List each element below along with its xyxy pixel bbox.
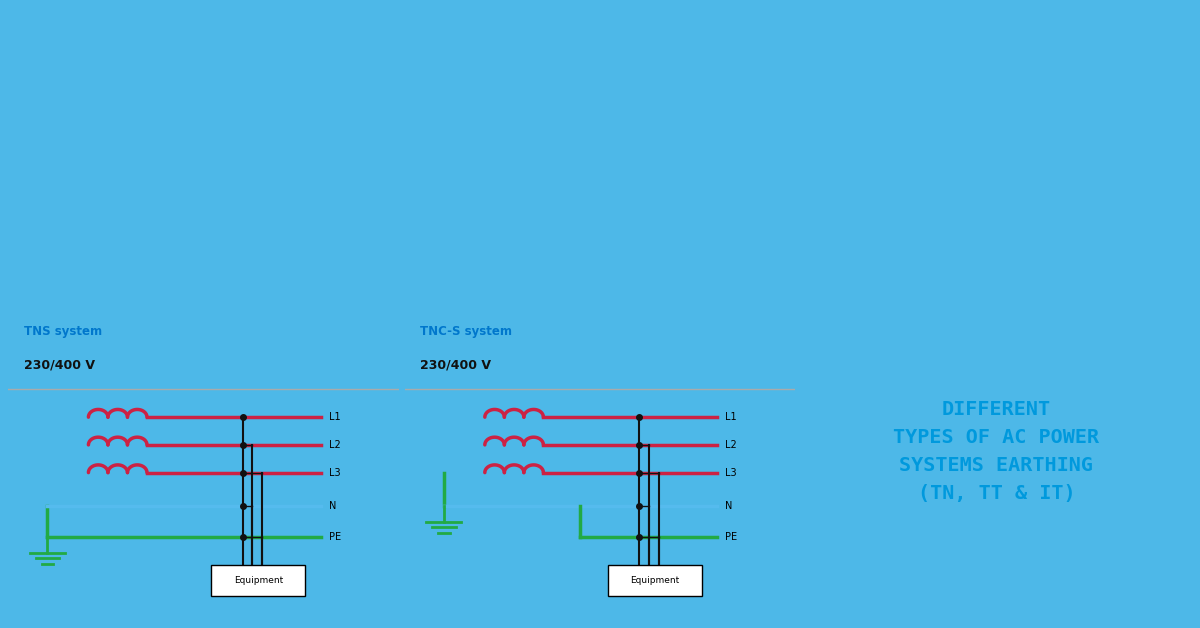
- Text: L2: L2: [329, 440, 341, 450]
- Text: L2: L2: [725, 440, 737, 450]
- Text: TNS system: TNS system: [24, 325, 102, 338]
- Bar: [608, 565, 702, 596]
- Text: N: N: [329, 502, 336, 511]
- Text: PE: PE: [329, 533, 341, 543]
- Text: TNC-S system: TNC-S system: [420, 325, 512, 338]
- Text: L3: L3: [329, 468, 340, 478]
- Text: 230/400 V: 230/400 V: [420, 359, 492, 372]
- Text: L3: L3: [725, 468, 737, 478]
- Text: PE: PE: [725, 533, 737, 543]
- Bar: [211, 565, 305, 596]
- Text: Equipment: Equipment: [234, 576, 283, 585]
- Text: 230/400 V: 230/400 V: [24, 359, 95, 372]
- Text: N: N: [725, 502, 732, 511]
- Text: L1: L1: [725, 412, 737, 422]
- Text: Equipment: Equipment: [630, 576, 679, 585]
- Text: L1: L1: [329, 412, 340, 422]
- Text: DIFFERENT
TYPES OF AC POWER
SYSTEMS EARTHING
(TN, TT & IT): DIFFERENT TYPES OF AC POWER SYSTEMS EART…: [893, 399, 1099, 502]
